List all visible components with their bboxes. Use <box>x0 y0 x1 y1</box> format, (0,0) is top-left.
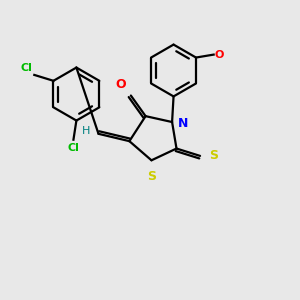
Text: S: S <box>209 149 218 162</box>
Text: O: O <box>115 78 126 91</box>
Text: N: N <box>177 117 188 130</box>
Text: O: O <box>214 50 224 60</box>
Text: Cl: Cl <box>20 63 32 74</box>
Text: S: S <box>148 170 157 183</box>
Text: H: H <box>82 126 90 136</box>
Text: Cl: Cl <box>68 142 80 153</box>
